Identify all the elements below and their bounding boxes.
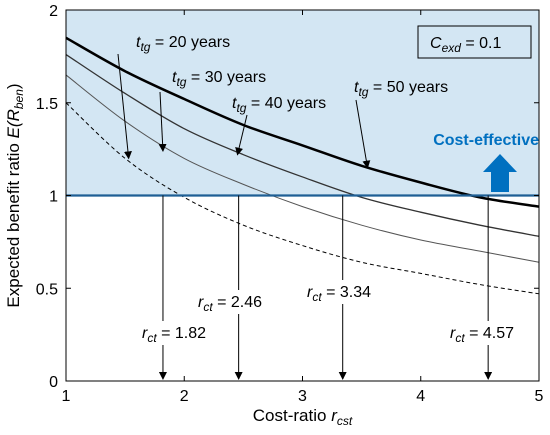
y-tick-label-0: 0	[49, 374, 58, 391]
x-tick-label-3: 4	[416, 388, 425, 405]
cost-effective-region	[66, 10, 539, 196]
annotations: rct = 1.82 rct = 2.46 rct = 3.34 rct = 4.57…	[117, 25, 546, 380]
intersection-label-0: rct = 1.82	[142, 325, 206, 345]
axes: 1 2 3 4 5 0 0.5 1 1.5 2 Cost-ratio rcst Expected be…	[4, 3, 544, 428]
x-tick-label-1: 2	[180, 388, 189, 405]
x-tick-label-2: 3	[298, 388, 307, 405]
x-tick-label-0: 1	[62, 388, 71, 405]
intersection-label-bg-0	[140, 321, 238, 345]
curve-label-0: ttg = 20 years	[136, 34, 230, 54]
x-axis-label: Cost-ratio rcst	[253, 406, 353, 428]
y-tick-label-3: 1.5	[36, 96, 58, 113]
intersection-label-bg-3	[448, 321, 546, 345]
cost-effective-arrow	[483, 154, 517, 192]
legend-box	[417, 25, 532, 59]
curve-label-3: ttg = 50 years	[354, 79, 448, 99]
curve-label-arrow-3	[355, 99, 371, 169]
curve-label-arrow-1	[158, 91, 167, 152]
cost-effective-fill	[66, 10, 539, 196]
intersection-label-bg-1	[196, 290, 294, 314]
y-tick-label-2: 1	[49, 189, 58, 206]
y-tick-label-4: 2	[49, 3, 58, 20]
legend-box-text: Cexd = 0.1	[430, 35, 502, 55]
curve-label-arrow-0	[117, 53, 132, 160]
curve-label-2: ttg = 40 years	[232, 95, 326, 115]
y-tick-label-1: 0.5	[36, 281, 58, 298]
intersection-label-bg-2	[305, 280, 403, 304]
series-line-2	[65, 74, 540, 263]
intersection-label-3: rct = 4.57	[450, 325, 514, 345]
series-line-1	[65, 53, 540, 237]
y-axis-label: Expected benefit ratio E(Rben)	[4, 83, 26, 307]
x-tick-label-4: 5	[535, 388, 544, 405]
cost-effective-label: Cost-effective	[433, 132, 539, 149]
series-line-0	[65, 36, 540, 208]
intersection-label-2: rct = 3.34	[307, 284, 371, 304]
curve-label-arrow-2	[235, 114, 248, 156]
curves	[65, 36, 540, 295]
intersection-label-1: rct = 2.46	[198, 294, 262, 314]
curve-label-1: ttg = 30 years	[172, 69, 266, 89]
